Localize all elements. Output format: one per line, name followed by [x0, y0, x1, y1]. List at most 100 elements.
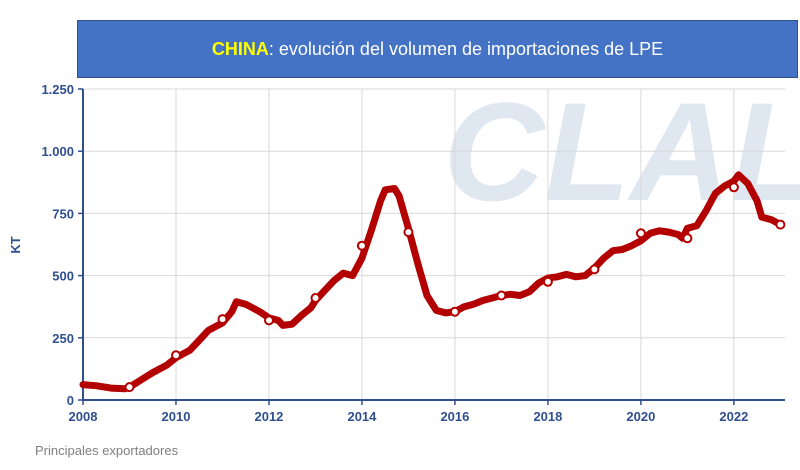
- data-point: [233, 299, 239, 305]
- data-point: [382, 187, 388, 193]
- data-point: [280, 322, 286, 328]
- data-point: [508, 291, 514, 297]
- data-point: [136, 378, 142, 384]
- data-point: [243, 301, 249, 307]
- data-point: [703, 208, 709, 214]
- data-point: [536, 280, 542, 286]
- data-point: [736, 172, 741, 178]
- y-tick-label: 1.000: [41, 144, 74, 159]
- data-point: [206, 327, 211, 333]
- data-point: [684, 225, 690, 231]
- marker-point: [310, 293, 321, 303]
- data-point: [368, 228, 374, 234]
- marker-point: [356, 240, 367, 251]
- data-point: [331, 278, 337, 284]
- data-point: [675, 232, 681, 237]
- data-point: [582, 273, 588, 279]
- data-point: [275, 317, 281, 323]
- y-tick-label: 500: [52, 269, 74, 284]
- marker-point: [635, 228, 646, 239]
- x-tick-label: 2012: [254, 409, 283, 424]
- data-point: [759, 214, 765, 220]
- data-point: [229, 309, 235, 315]
- data-point: [299, 312, 304, 318]
- data-point: [610, 248, 616, 254]
- data-point: [392, 186, 397, 191]
- data-point: [187, 347, 193, 353]
- marker-point: [542, 276, 553, 287]
- data-point: [396, 193, 402, 199]
- marker-point: [403, 227, 414, 238]
- data-point: [108, 385, 114, 391]
- data-point: [80, 382, 86, 388]
- x-tick-label: 2016: [440, 409, 469, 424]
- marker-point: [124, 382, 135, 393]
- data-point: [322, 288, 328, 293]
- data-point: [461, 304, 467, 310]
- data-point: [257, 309, 263, 315]
- data-point: [629, 243, 635, 249]
- data-point: [712, 191, 718, 196]
- title-text: : evolución del volumen de importaciones…: [268, 38, 664, 59]
- y-tick-label: 250: [52, 331, 74, 346]
- data-point: [564, 271, 569, 277]
- x-tick-label: 2018: [533, 409, 562, 424]
- data-point: [745, 181, 751, 186]
- data-point: [433, 307, 439, 313]
- data-point: [694, 223, 700, 229]
- marker-point: [589, 264, 600, 275]
- chart-title-banner: CHINA: evolución del volumen de importac…: [77, 20, 798, 78]
- data-point: [94, 383, 100, 389]
- y-tick-label: 0: [67, 393, 74, 408]
- x-tick-label: 2020: [626, 409, 655, 424]
- data-point: [754, 198, 760, 204]
- data-point: [164, 362, 170, 368]
- data-point: [722, 183, 728, 189]
- data-point: [340, 270, 346, 276]
- x-tick-label: 2008: [69, 409, 98, 424]
- data-point: [480, 298, 486, 303]
- data-point: [471, 301, 476, 307]
- data-point: [619, 247, 625, 252]
- series-layer: [79, 171, 786, 393]
- marker-point: [728, 182, 739, 193]
- data-point: [308, 305, 314, 311]
- x-tick-label: 2022: [719, 409, 748, 424]
- marker-point: [264, 315, 274, 326]
- data-point: [415, 260, 421, 266]
- gridlines: [83, 88, 785, 400]
- x-tick-label: 2014: [347, 409, 377, 424]
- marker-point: [449, 306, 460, 317]
- y-axis-label: KT: [8, 236, 23, 253]
- marker-point: [775, 219, 786, 230]
- y-tick-label: 1.250: [41, 82, 74, 97]
- data-point: [573, 274, 579, 280]
- y-tick-label: 750: [52, 206, 74, 221]
- data-point: [768, 217, 774, 223]
- marker-point: [682, 233, 693, 244]
- data-point: [647, 230, 653, 236]
- data-point: [424, 293, 430, 298]
- axes: 2008 2010 2012 2014 2016 2018 2020 2022 0 250 500 7…: [41, 82, 785, 424]
- data-point: [489, 295, 495, 301]
- data-point: [638, 238, 644, 244]
- data-point: [657, 228, 662, 234]
- data-point: [350, 273, 356, 279]
- data-point: [289, 321, 295, 327]
- title-country: CHINA: [211, 38, 269, 59]
- data-point: [731, 178, 737, 184]
- data-point: [150, 370, 156, 376]
- data-point: [666, 229, 672, 235]
- marker-point: [217, 314, 228, 325]
- data-point: [196, 337, 202, 343]
- data-point: [601, 255, 607, 261]
- data-point: [378, 198, 383, 204]
- data-point: [526, 289, 532, 295]
- data-point: [443, 310, 449, 316]
- footnote: Principales exportadores: [35, 443, 179, 458]
- x-tick-label: 2010: [162, 409, 191, 424]
- data-point: [359, 255, 365, 261]
- data-point: [517, 293, 523, 298]
- data-point: [554, 274, 560, 280]
